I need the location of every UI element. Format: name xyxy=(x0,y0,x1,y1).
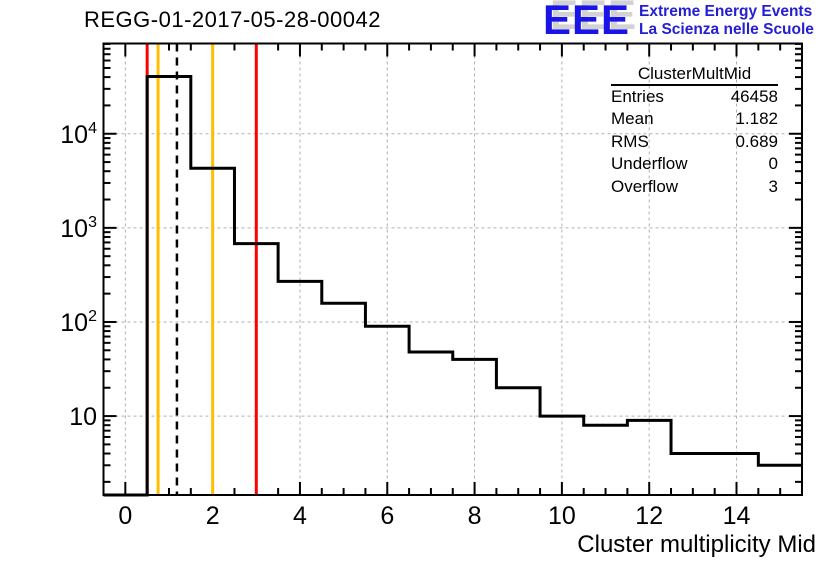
y-tick-label: 102 xyxy=(60,308,97,337)
stats-row-mean: Mean 1.182 xyxy=(611,108,778,130)
stats-value: 46458 xyxy=(730,87,778,106)
stats-row-overflow: Overflow 3 xyxy=(611,176,778,198)
y-tick-label: 103 xyxy=(60,214,97,243)
stats-title: ClusterMultMid xyxy=(611,63,778,86)
stats-label: Overflow xyxy=(611,176,679,196)
stats-value: 3 xyxy=(768,176,778,196)
x-tick-label: 2 xyxy=(206,502,220,530)
x-tick-label: 0 xyxy=(118,502,132,530)
x-tick-label: 4 xyxy=(293,502,307,530)
y-tick-label: 104 xyxy=(60,120,97,149)
stats-label: Entries xyxy=(611,87,664,106)
histogram-line xyxy=(103,74,802,497)
stats-row-entries: Entries 46458 xyxy=(611,86,778,108)
stats-value: 0.689 xyxy=(735,131,778,151)
stats-box: ClusterMultMid Entries 46458 Mean 1.182 … xyxy=(611,63,778,198)
x-axis-title: Cluster multiplicity Mid xyxy=(577,531,816,558)
x-tick-label: 12 xyxy=(635,502,663,530)
stats-label: Underflow xyxy=(611,154,688,174)
stats-value: 0 xyxy=(768,154,778,174)
page-title: REGG-01-2017-05-28-00042 xyxy=(84,7,381,32)
eee-logo: EEE Extreme Energy Events La Scienza nel… xyxy=(543,0,814,43)
y-tick-label: 10 xyxy=(69,403,97,431)
stats-label: RMS xyxy=(611,131,649,151)
eee-logo-text: Extreme Energy Events La Scienza nelle S… xyxy=(639,3,814,39)
x-tick-label: 10 xyxy=(548,502,576,530)
grid-layer xyxy=(103,43,802,495)
stats-row-underflow: Underflow 0 xyxy=(611,153,778,175)
frame xyxy=(102,42,803,496)
histogram-step xyxy=(103,74,802,497)
stats-label: Mean xyxy=(611,109,654,129)
axis-labels: 0 2 4 6 8 10 12 14 10 102 103 104 xyxy=(60,120,750,530)
logo-line2: La Scienza nelle Scuole xyxy=(639,21,814,38)
stats-row-rms: RMS 0.689 xyxy=(611,131,778,153)
x-tick-label: 6 xyxy=(380,502,394,530)
eee-logo-acronym: EEE xyxy=(543,0,631,43)
stats-value: 1.182 xyxy=(735,109,778,129)
x-tick-label: 14 xyxy=(723,502,751,530)
logo-line1: Extreme Energy Events xyxy=(639,3,813,20)
x-tick-label: 8 xyxy=(468,502,482,530)
marker-lines xyxy=(145,43,258,495)
